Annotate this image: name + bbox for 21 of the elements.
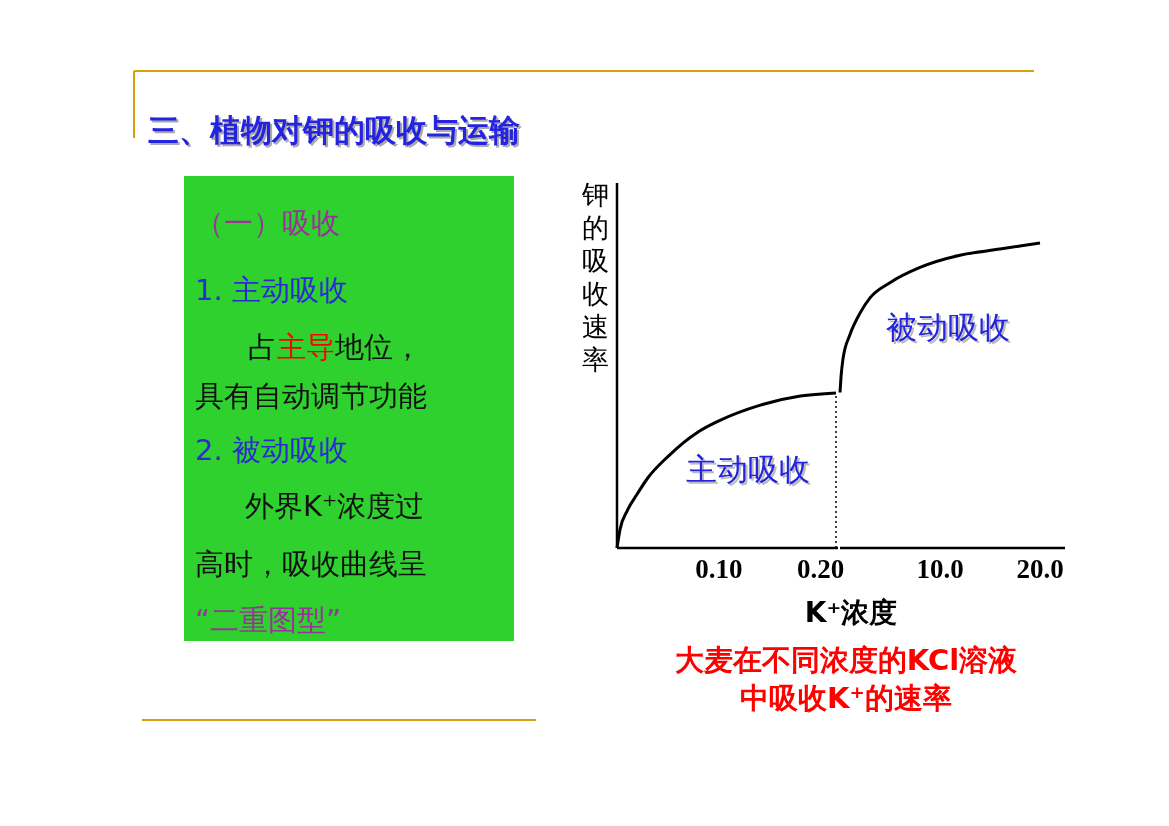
text: 中吸收K⁺的速率 xyxy=(740,681,952,715)
x-tick-label: 10.0 xyxy=(916,554,964,584)
x-tick-label: 0.10 xyxy=(695,554,743,584)
text: 高时，吸收曲线呈 xyxy=(195,547,427,581)
text: （一）吸收 xyxy=(195,206,340,240)
text: 具有自动调节功能 xyxy=(195,379,427,413)
y-axis-title: 钾的吸收速率 xyxy=(580,179,609,375)
series-label: 被动吸收 xyxy=(886,309,1010,345)
text: 三、植物对钾的吸收与运输 xyxy=(148,112,520,148)
series-label: 主动吸收 xyxy=(686,451,810,487)
text: 占 xyxy=(248,330,277,364)
text: 外界K⁺浓度过 xyxy=(245,489,425,523)
text: “二重图型” xyxy=(195,603,342,637)
text: 1. 主动吸收 xyxy=(195,273,348,307)
text: 主导 xyxy=(277,330,335,364)
text: 地位， xyxy=(334,330,422,364)
text: 2. 被动吸收 xyxy=(195,433,348,467)
text: 大麦在不同浓度的KCl溶液 xyxy=(674,643,1019,677)
x-tick-label: 0.20 xyxy=(797,554,845,584)
x-axis-title: K⁺浓度 xyxy=(804,596,898,629)
x-tick-label: 20.0 xyxy=(1016,554,1064,584)
